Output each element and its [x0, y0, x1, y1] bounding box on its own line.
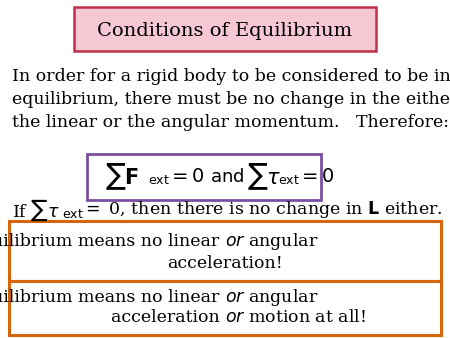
FancyBboxPatch shape — [87, 154, 321, 200]
Text: $\mathit{or}$ motion at all!: $\mathit{or}$ motion at all! — [225, 310, 366, 327]
Text: $=$ 0, then there is no change in $\mathbf{L}$ either.: $=$ 0, then there is no change in $\math… — [82, 199, 443, 220]
Text: Static equilibrium means no linear: Static equilibrium means no linear — [0, 289, 225, 306]
Text: True equilibrium means no linear: True equilibrium means no linear — [0, 233, 225, 249]
Text: $\mathrm{ext}$: $\mathrm{ext}$ — [278, 174, 300, 188]
Text: Conditions of Equilibrium: Conditions of Equilibrium — [98, 22, 352, 40]
Text: In order for a rigid body to be considered to be in
equilibrium, there must be n: In order for a rigid body to be consider… — [12, 68, 450, 131]
Text: $\mathit{or}$ angular: $\mathit{or}$ angular — [225, 287, 319, 308]
FancyBboxPatch shape — [9, 281, 441, 335]
Text: $\mathrm{ext}$: $\mathrm{ext}$ — [148, 174, 170, 188]
FancyBboxPatch shape — [9, 221, 441, 281]
Text: $= 0$: $= 0$ — [168, 168, 205, 187]
Text: $\mathit{or}$ angular: $\mathit{or}$ angular — [225, 231, 319, 251]
Text: acceleration!: acceleration! — [167, 255, 283, 271]
Text: $\mathrm{ext}$: $\mathrm{ext}$ — [62, 208, 84, 220]
Text: acceleration: acceleration — [111, 310, 225, 327]
Text: $= 0$: $= 0$ — [298, 168, 335, 187]
Text: $\mathrm{and}$: $\mathrm{and}$ — [210, 168, 244, 186]
Text: $\mathbf{\sum F}$: $\mathbf{\sum F}$ — [105, 162, 140, 192]
Text: $\mathbf{\sum}\tau$: $\mathbf{\sum}\tau$ — [247, 162, 282, 192]
FancyBboxPatch shape — [74, 7, 376, 51]
Text: If $\mathbf{\sum}\tau$: If $\mathbf{\sum}\tau$ — [12, 197, 60, 223]
